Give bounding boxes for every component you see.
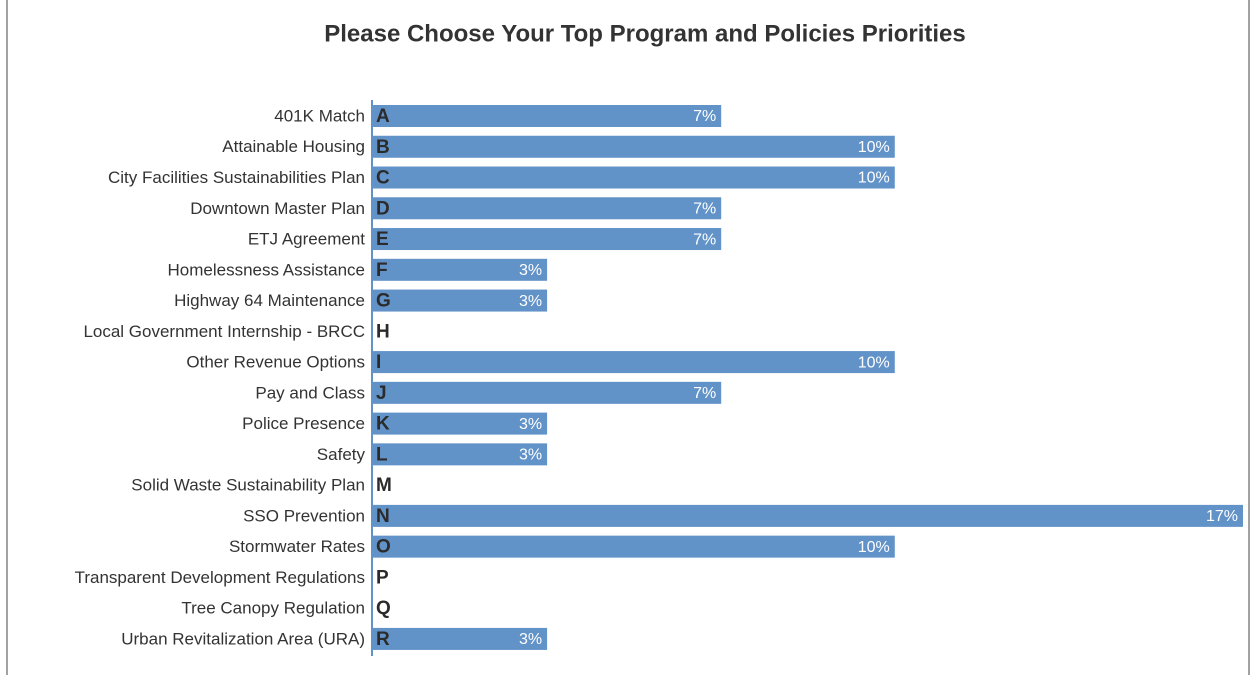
value-label: 7% xyxy=(693,385,716,402)
bar xyxy=(373,166,895,189)
value-label: 10% xyxy=(858,139,890,156)
value-label: 10% xyxy=(858,354,890,371)
bar xyxy=(373,504,1243,527)
value-label: 3% xyxy=(519,416,542,433)
category-letter: R xyxy=(376,629,390,650)
bar xyxy=(373,135,895,158)
category-label: SSO Prevention xyxy=(243,506,365,525)
category-label: Solid Waste Sustainability Plan xyxy=(131,476,365,495)
bar xyxy=(373,627,548,650)
category-letter: M xyxy=(376,475,392,496)
category-label: ETJ Agreement xyxy=(248,230,365,249)
category-label: Other Revenue Options xyxy=(186,353,365,372)
category-letter: A xyxy=(376,106,390,127)
value-label: 3% xyxy=(519,293,542,310)
category-label: Transparent Development Regulations xyxy=(75,568,365,587)
bar xyxy=(373,258,548,281)
bar xyxy=(373,197,722,220)
bar xyxy=(373,105,722,127)
value-label: 7% xyxy=(693,200,716,217)
category-letter: Q xyxy=(376,598,391,619)
category-label: Stormwater Rates xyxy=(229,537,365,556)
category-label: Local Government Internship - BRCC xyxy=(83,322,365,341)
category-letter: L xyxy=(376,444,388,465)
bar xyxy=(373,351,895,374)
category-letter: C xyxy=(376,168,390,189)
category-label: City Facilities Sustainabilities Plan xyxy=(108,168,365,187)
category-label: Attainable Housing xyxy=(222,137,365,156)
category-label: Tree Canopy Regulation xyxy=(181,599,365,618)
value-label: 17% xyxy=(1206,508,1238,525)
value-label: 10% xyxy=(858,170,890,187)
bar xyxy=(373,412,548,435)
category-letter: P xyxy=(376,567,389,588)
category-letter: D xyxy=(376,198,390,219)
category-label: Homelessness Assistance xyxy=(168,260,365,279)
category-label: Safety xyxy=(317,445,366,464)
category-label: Urban Revitalization Area (URA) xyxy=(121,629,365,648)
category-label: Downtown Master Plan xyxy=(190,199,365,218)
bar xyxy=(373,381,722,404)
category-label: 401K Match xyxy=(274,106,365,125)
category-letter: H xyxy=(376,321,390,342)
category-letter: J xyxy=(376,383,387,404)
bar xyxy=(373,289,548,312)
category-label: Police Presence xyxy=(242,414,365,433)
value-label: 7% xyxy=(693,108,716,125)
bar xyxy=(373,535,895,558)
chart-title: Please Choose Your Top Program and Polic… xyxy=(324,20,966,47)
value-label: 7% xyxy=(693,231,716,248)
value-label: 10% xyxy=(858,539,890,556)
category-letter: F xyxy=(376,260,388,281)
category-letter: I xyxy=(376,352,381,373)
bar xyxy=(373,443,548,466)
value-label: 3% xyxy=(519,447,542,464)
value-label: 3% xyxy=(519,262,542,279)
category-letter: K xyxy=(376,414,390,435)
category-label: Highway 64 Maintenance xyxy=(174,291,365,310)
value-label: 3% xyxy=(519,631,542,648)
category-letter: N xyxy=(376,506,390,527)
category-letter: E xyxy=(376,229,389,250)
bar xyxy=(373,228,722,251)
category-label: Pay and Class xyxy=(255,383,365,402)
category-letter: O xyxy=(376,537,391,558)
category-letter: B xyxy=(376,137,390,158)
category-letter: G xyxy=(376,291,391,312)
